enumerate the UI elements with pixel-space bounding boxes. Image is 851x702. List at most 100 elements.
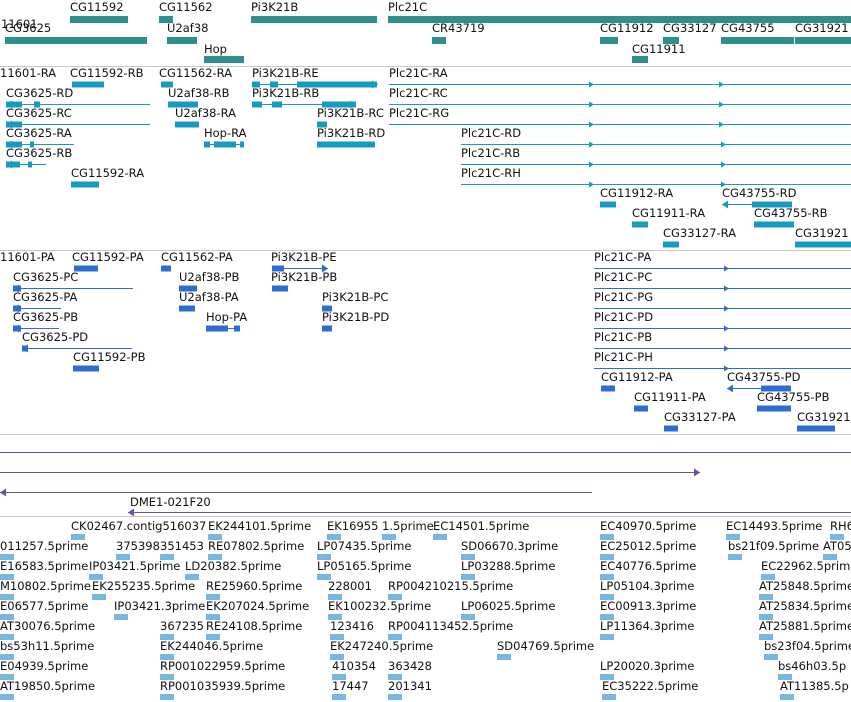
transcript-label[interactable]: CG3625-RC [6,106,72,120]
est-label[interactable]: LP11364.3prime [600,619,695,633]
gene-Pi3K21B[interactable] [251,16,377,23]
protein-label[interactable]: CG43755-PB [757,390,830,404]
est-31[interactable] [0,614,14,620]
est-label[interactable]: EC25012.5prime [600,539,697,553]
protein-19[interactable] [73,364,99,373]
transcript-label[interactable]: CG31921 [795,226,849,240]
est-label[interactable]: RP001022959.5prime [160,659,286,673]
gene-Plc21C[interactable] [388,16,851,23]
transcript-label[interactable]: CG43755-RB [754,206,828,220]
est-label[interactable]: EC40970.5prime [600,519,697,533]
transcript-7[interactable] [252,100,356,109]
protein-22[interactable] [727,384,791,393]
protein-11[interactable] [322,304,332,313]
gene-CG11911-label[interactable]: CG11911 [632,42,686,56]
gene-CG3625[interactable] [5,37,147,44]
gene-CG11912-label[interactable]: CG11912 [600,21,654,35]
est-label[interactable]: 363428 [388,659,432,673]
protein-8[interactable] [594,284,851,293]
est-label[interactable]: LP03288.5prime [461,559,556,573]
est-46[interactable] [160,654,174,660]
est-label[interactable]: AT25881.5prime [759,619,851,633]
est-label[interactable]: CK02467.contig516037 [71,519,207,533]
contig-feature[interactable] [128,508,851,517]
protein-1[interactable] [74,264,98,273]
transcript-label[interactable]: CG3625-RD [6,86,74,100]
gene-CG11562-label[interactable]: CG11562 [159,0,213,14]
protein-label[interactable]: Plc21C-PA [594,250,652,264]
est-29[interactable] [600,594,614,600]
protein-label[interactable]: Pi3K21B-PC [322,290,389,304]
est-28[interactable] [388,594,402,600]
protein-label[interactable]: Plc21C-PB [594,330,653,344]
est-22[interactable] [600,574,614,580]
transcript-13[interactable] [6,140,74,149]
protein-7[interactable] [272,284,288,293]
est-label[interactable]: EK100232.5prime [328,599,432,613]
est-label[interactable]: EK244046.5prime [160,639,264,653]
est-label[interactable]: LD20382.5prime [185,559,282,573]
est-label[interactable]: LP05104.3prime [600,579,695,593]
est-38[interactable] [0,634,14,640]
gene-CG33127-label[interactable]: CG33127 [663,21,717,35]
est-label[interactable]: 011257.5prime [0,539,89,553]
transcript-20[interactable] [461,180,851,189]
protein-6[interactable] [179,284,197,293]
gene-CG11592-label[interactable]: CG11592 [70,0,124,14]
est-7[interactable] [830,534,844,540]
gene-CG33127[interactable] [663,37,679,44]
transcript-label[interactable]: Pi3K21B-RE [252,66,319,80]
gene-Pi3K21B-label[interactable]: Pi3K21B [251,0,299,14]
transcript-25[interactable] [663,240,679,249]
transcript-5[interactable] [6,100,150,109]
transcript-9[interactable] [6,120,150,129]
transcript-label[interactable]: CG11592-RB [70,66,144,80]
est-6[interactable] [726,534,740,540]
protein-21[interactable] [601,384,615,393]
est-21[interactable] [461,574,475,580]
est-61[interactable] [780,694,794,700]
transcript-label[interactable]: Plc21C-RG [389,106,450,120]
gene-CG43755[interactable] [721,37,794,44]
est-58[interactable] [332,694,346,700]
protein-18[interactable] [594,344,851,353]
protein-3[interactable] [272,264,328,273]
est-label[interactable]: LP20020.3prime [600,659,695,673]
est-27[interactable] [328,594,342,600]
est-49[interactable] [764,654,778,660]
transcript-19[interactable] [71,180,99,189]
est-label[interactable]: EC14501.5prime [433,519,530,533]
contig-line-1[interactable] [0,449,851,456]
est-2[interactable] [327,534,341,540]
est-0[interactable] [71,534,85,540]
est-50[interactable] [0,674,14,680]
transcript-8[interactable] [389,100,851,109]
est-47[interactable] [330,654,344,660]
est-label[interactable]: LP05165.5prime [317,559,412,573]
est-18[interactable] [89,574,103,580]
transcript-10[interactable] [175,120,199,129]
est-label[interactable]: RP004210215.5prime [388,579,514,593]
transcript-2[interactable] [161,80,173,89]
gene-CG43755-label[interactable]: CG43755 [721,21,775,35]
est-label[interactable]: 17447 [332,679,369,693]
protein-label[interactable]: CG11911-PA [634,390,706,404]
est-label[interactable]: 367235 [160,619,204,633]
est-label[interactable]: AT25834.5prime [759,599,851,613]
est-11[interactable] [208,554,222,560]
protein-label[interactable]: CG31921 [797,410,851,424]
transcript-label[interactable]: 11601-RA [0,66,57,80]
transcript-label[interactable]: CG33127-RA [663,226,737,240]
est-43[interactable] [600,634,614,640]
est-12[interactable] [317,554,331,560]
contig-line-3[interactable] [0,488,592,497]
transcript-label[interactable]: U2af38-RB [168,86,230,100]
protein-label[interactable]: CG11592-PA [72,250,144,264]
est-label[interactable]: AT30076.5prime [0,619,96,633]
protein-label[interactable]: U2af38-PA [179,290,239,304]
est-label[interactable]: RP001035939.5prime [160,679,286,693]
est-39[interactable] [160,634,174,640]
est-label[interactable]: 351453 [160,539,204,553]
protein-label[interactable]: Pi3K21B-PE [271,250,337,264]
est-label[interactable]: IP03421.3prime [114,599,206,613]
